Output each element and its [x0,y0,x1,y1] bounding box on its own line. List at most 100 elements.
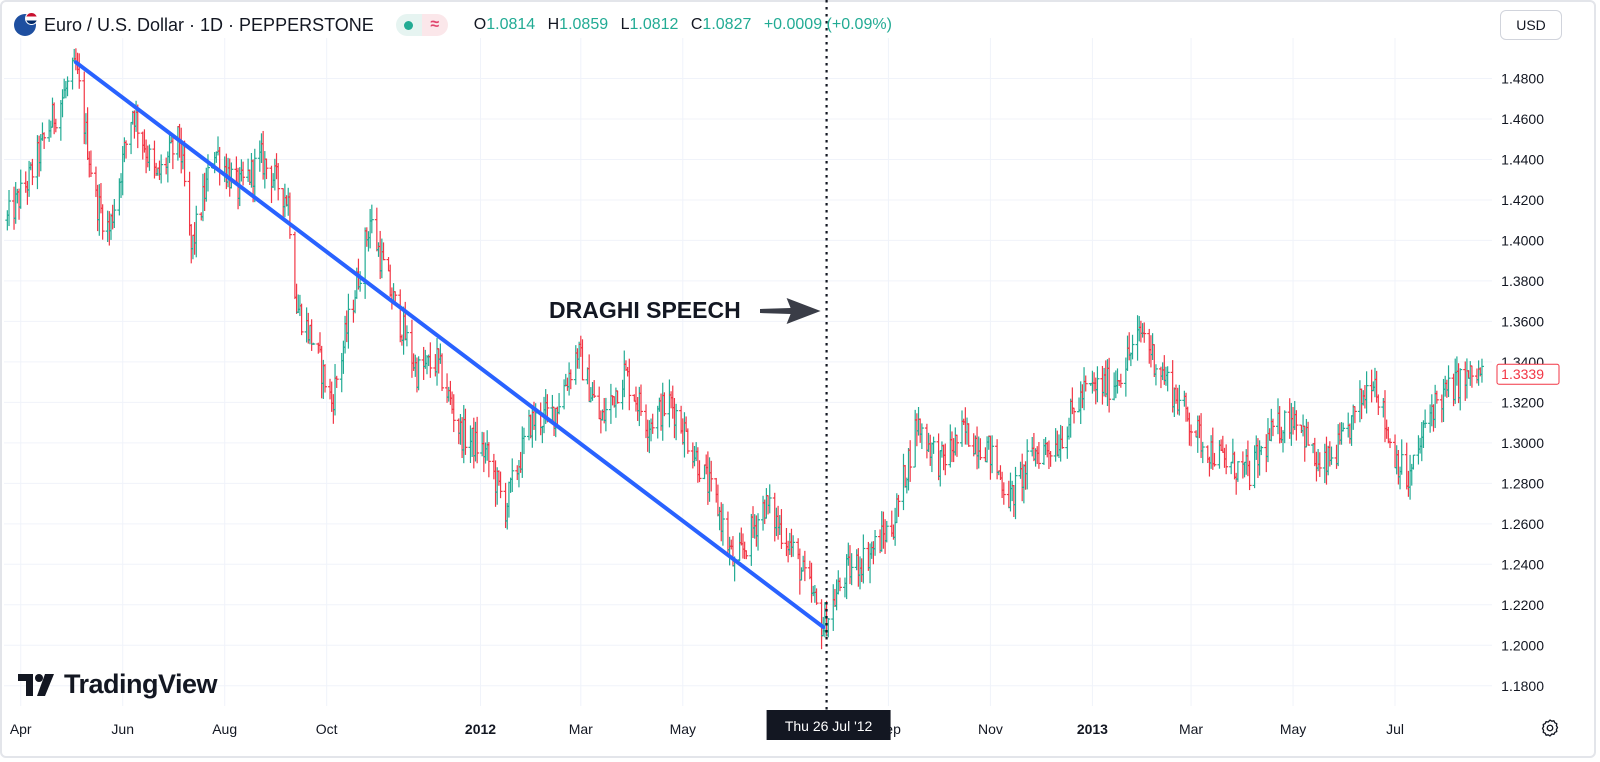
grid-lines [4,38,1492,706]
ohlc-bar [837,577,842,592]
ohlc-bar [1189,424,1194,447]
price-tick-label: 1.4800 [1501,70,1544,86]
ohlc-bar [1458,368,1463,411]
eur-usd-flag-icon [14,12,38,36]
ohlc-bar [498,471,503,499]
annotation-arrow [760,298,821,324]
ohlc-bar [685,428,690,454]
ohlc-key-close: C [690,16,703,33]
ohlc-values: O1.0814 H1.0859 L1.0812 C1.0827 +0.0009 … [474,16,896,34]
ohlc-bar [486,442,491,478]
settings-gear-icon[interactable] [1540,718,1560,738]
ohlc-bar [592,380,597,398]
ohlc-bar [1036,441,1041,469]
ohlc-bar [709,460,714,492]
time-axis: AprJunAugOct2012MarMaySepNov2013MarMayJu… [10,710,1404,740]
ohlc-bar [1200,441,1205,464]
ohlc-bar [1048,451,1053,467]
ohlc-bar [323,364,328,393]
price-tick-label: 1.3800 [1501,273,1544,289]
ohlc-bar [451,394,456,433]
ohlc-bar [1060,425,1065,449]
ohlc-bar [990,435,995,474]
ohlc-bar [1235,461,1240,482]
ohlc-bar [252,148,257,203]
ohlc-bar [826,617,831,638]
ohlc-bar [100,204,105,240]
ohlc-bar [1072,407,1077,424]
currency-button[interactable]: USD [1500,10,1562,40]
ohlc-bar [873,530,878,556]
symbol-title[interactable]: Euro / U.S. Dollar · 1D · PEPPERSTONE [44,14,374,35]
ohlc-bar [1229,461,1234,475]
ohlc-bars [5,48,1484,650]
date-tooltip-label: Thu 26 Jul '12 [785,718,873,734]
ohlc-bar [908,440,913,482]
ohlc-bar [580,339,585,381]
ohlc-bar [1341,422,1346,432]
ohlc-bar [428,342,433,378]
ohlc-bar [1013,466,1018,520]
price-axis: 1.4800 1.4600 1.4400 1.4200 1.4000 1.3800 1.36… [1496,70,1560,694]
ohlc-bar [954,434,959,457]
ohlc-bar [112,198,117,229]
price-tick-label: 1.4000 [1501,232,1544,248]
time-tick-label: 2012 [465,721,496,737]
ohlc-bar [463,408,468,455]
time-tick-label: Jul [1386,721,1404,737]
price-tick-label: 1.4400 [1501,151,1544,167]
ohlc-bar [557,393,562,415]
ohlc-bar [603,397,608,432]
ohlc-bar [1479,358,1484,383]
trendline [73,60,826,630]
last-price-label: 1.3339 [1501,366,1544,382]
ohlc-bar [229,162,234,189]
delayed-data-icon: ≈ [421,14,448,36]
status-pill[interactable]: ≈ [395,14,448,36]
ohlc-bar [147,144,152,171]
price-tick-label: 1.3000 [1501,435,1544,451]
ohlc-bar [53,118,58,133]
time-tick-label: Mar [569,721,593,737]
ohlc-high: 1.0859 [559,16,609,33]
ohlc-bar [1177,384,1182,416]
time-tick-label: Aug [212,721,237,737]
time-tick-label: Jun [111,721,134,737]
last-price-tag [1496,363,1560,385]
ohlc-bar [884,520,889,543]
ohlc-open: 1.0814 [486,16,536,33]
ohlc-bar [662,392,667,417]
ohlc-bar [1083,375,1088,392]
ohlc-bar [919,423,924,450]
time-tick-label: Mar [1179,721,1203,737]
ohlc-bar [65,76,70,97]
ohlc-close: 1.0827 [702,16,752,33]
ohlc-bar [756,513,761,551]
ohlc-low: 1.0812 [629,16,679,33]
ohlc-bar [1329,446,1334,465]
ohlc-bar [1259,445,1264,456]
ohlc-bar [960,410,965,447]
ohlc-bar [1469,365,1474,388]
ohlc-bar [129,121,134,155]
time-tick-label: May [1280,721,1306,737]
ohlc-bar [1025,439,1030,490]
ohlc-bar [1247,460,1252,491]
ohlc-bar [814,588,819,605]
ohlc-bar [1153,364,1158,386]
ohlc-bar [1107,357,1112,413]
price-tick-label: 1.1800 [1501,678,1544,694]
ohlc-bar [521,427,526,455]
ohlc-bar [1364,371,1369,414]
ohlc-bar [1142,322,1147,343]
time-tick-label: Apr [10,721,32,737]
ohlc-bar [135,104,140,149]
price-tick-label: 1.2600 [1501,516,1544,532]
ohlc-bar [896,494,901,517]
tradingview-logo[interactable]: TradingView [18,669,218,700]
ohlc-bar [170,134,175,170]
ohlc-bar [638,384,643,416]
price-tick-label: 1.3200 [1501,394,1544,410]
ohlc-bar [1224,444,1229,475]
